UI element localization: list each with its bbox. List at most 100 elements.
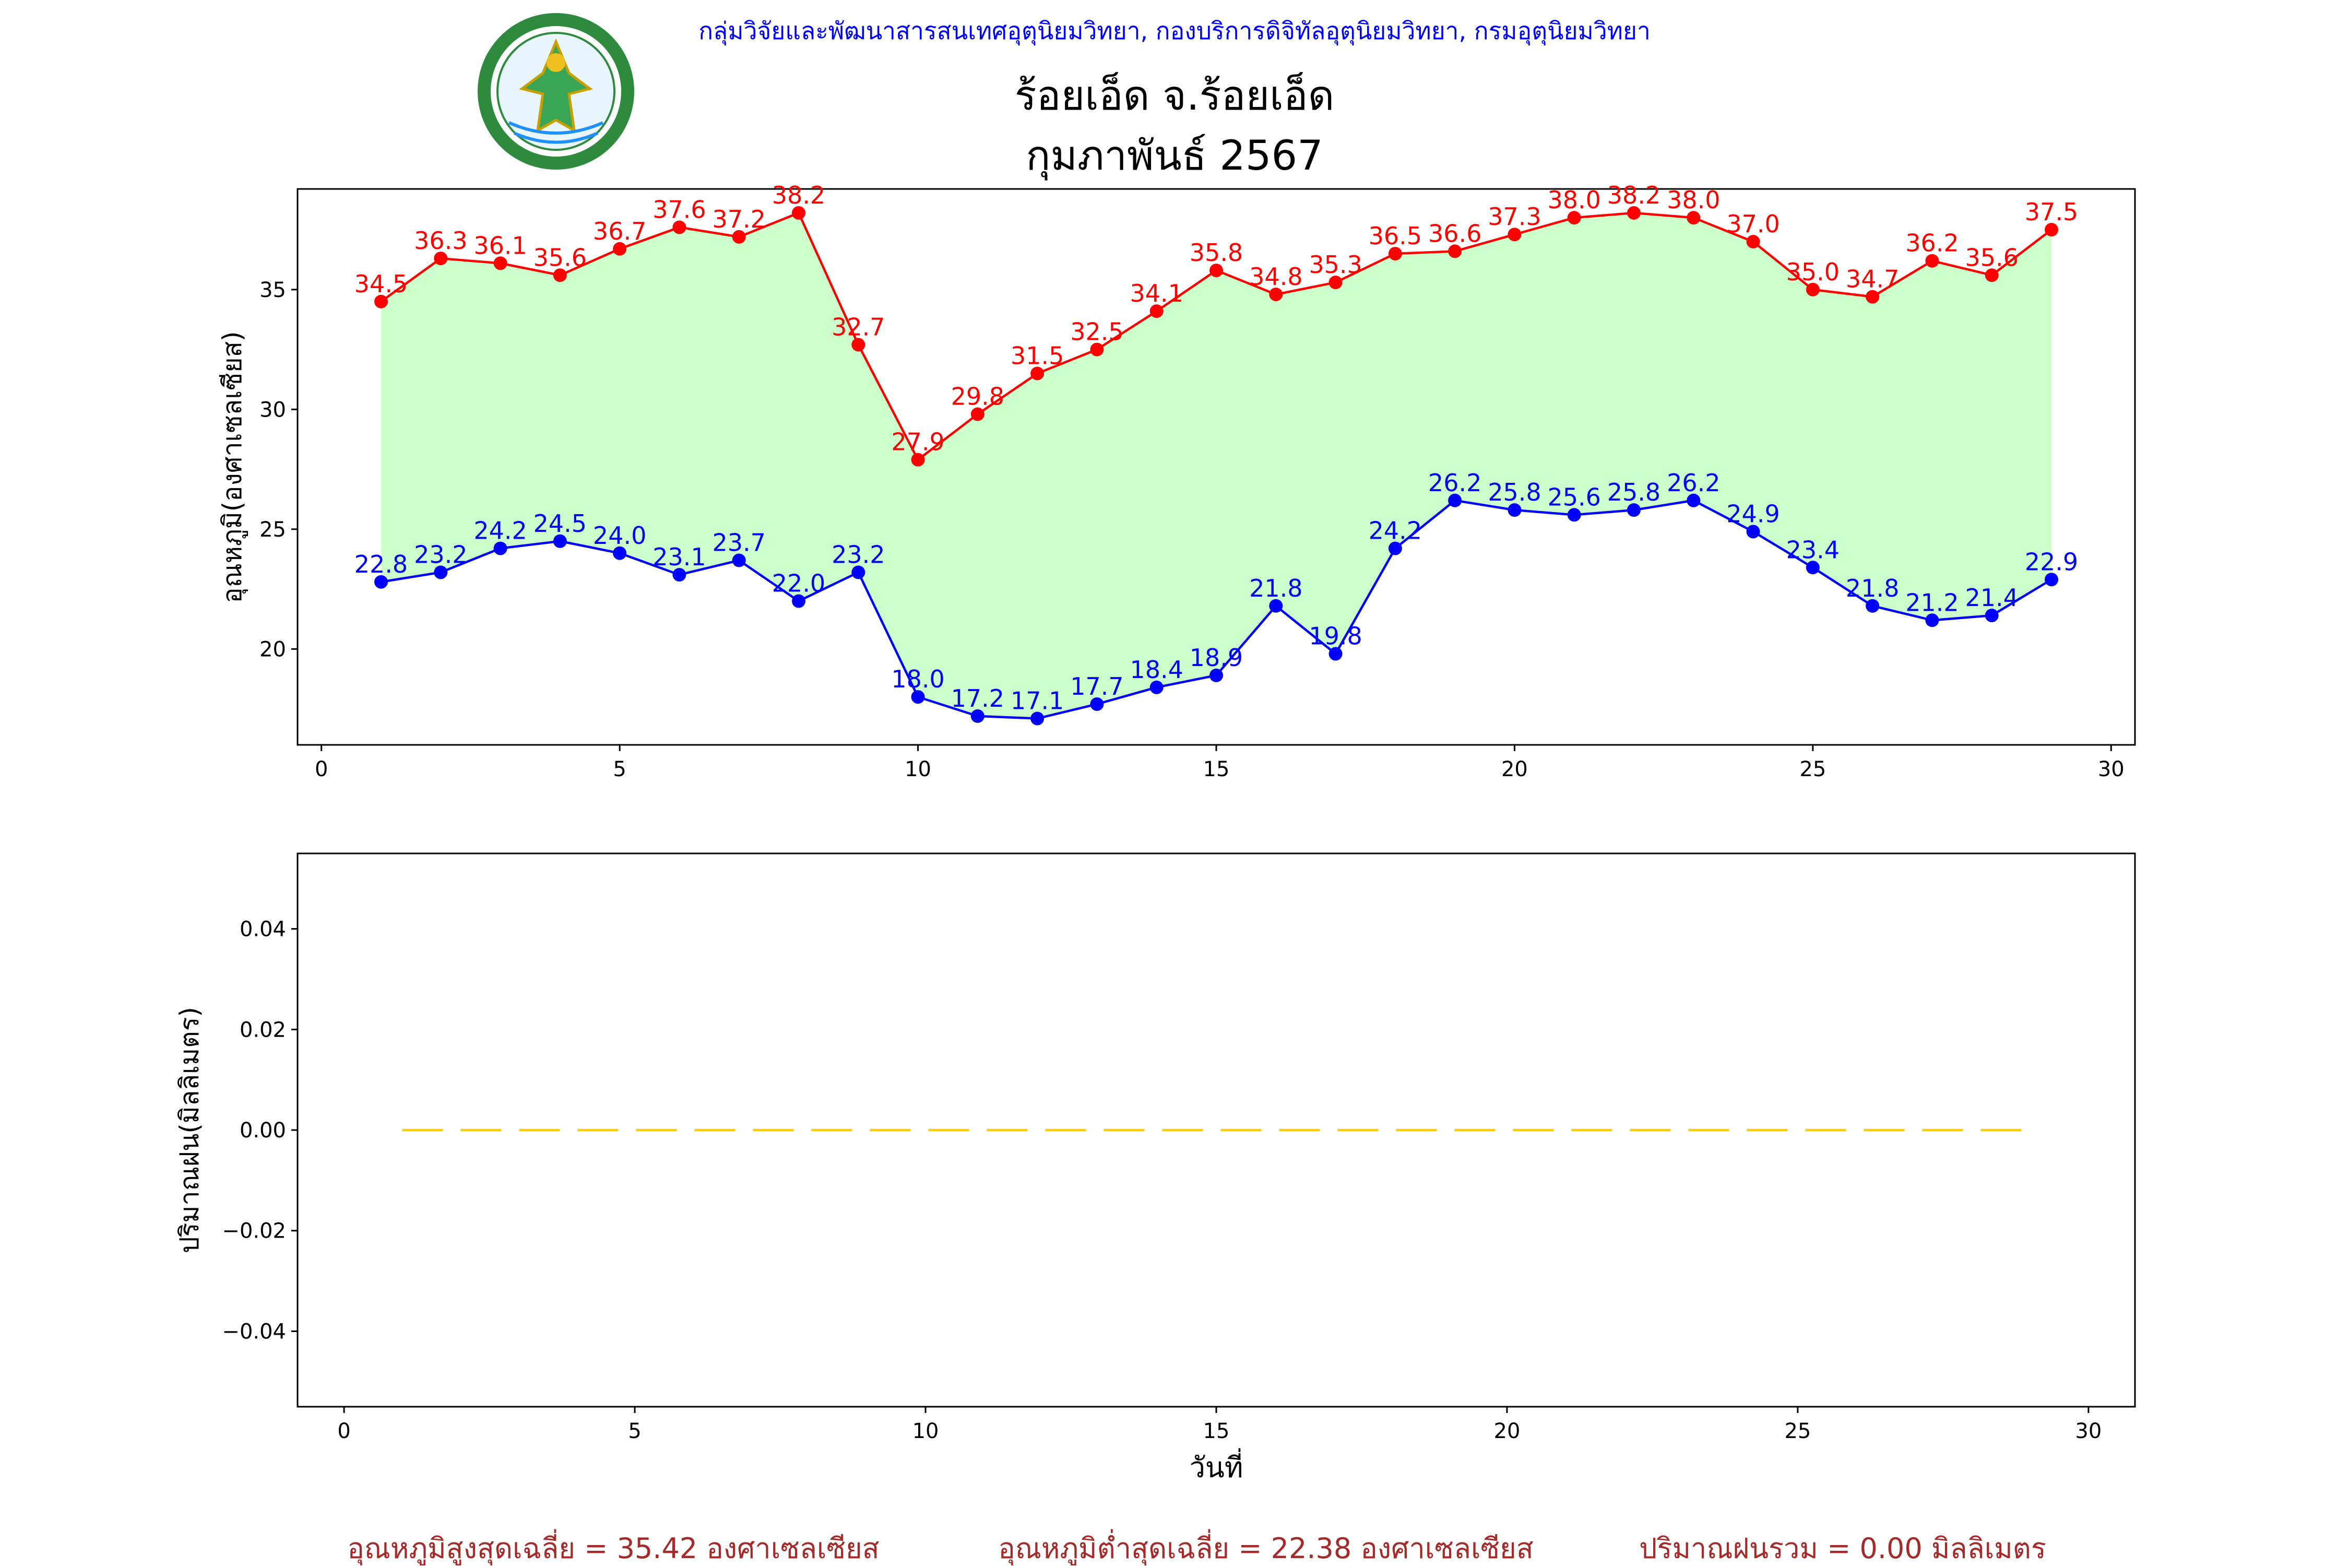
chart-title-line2: กุมภาพันธ์ 2567 — [1026, 133, 1323, 181]
min-temperature-data-label: 23.2 — [832, 540, 885, 568]
min-temperature-data-label: 19.8 — [1309, 622, 1362, 650]
max-temperature-data-label: 34.8 — [1249, 263, 1302, 291]
y-tick-label: 0.04 — [240, 918, 286, 942]
min-temperature-data-label: 18.9 — [1190, 644, 1243, 672]
max-temperature-point — [613, 242, 627, 256]
max-temperature-point — [374, 294, 388, 308]
min-temperature-point — [1925, 613, 1939, 627]
min-temperature-data-label: 23.2 — [414, 540, 467, 568]
min-temperature-data-label: 17.1 — [1011, 687, 1064, 715]
max-temperature-point — [1209, 264, 1223, 278]
y-tick-label: 35 — [259, 278, 286, 302]
min-temperature-point — [493, 541, 507, 555]
average-min-temperature: อุณหภูมิต่ำสุดเฉลี่ย = 22.38 องศาเซลเซีย… — [998, 1529, 1533, 1566]
temperature-points: 34.5 22.8 36.3 23.2 36.1 24.2 35.6 24.5 36.7 24.0… — [354, 181, 2078, 726]
min-temperature-point — [1149, 680, 1164, 694]
min-temperature-data-label: 24.2 — [473, 517, 527, 545]
min-temperature-data-label: 18.4 — [1130, 656, 1183, 684]
max-temperature-data-label: 36.3 — [414, 227, 467, 255]
max-temperature-data-label: 34.7 — [1846, 265, 1899, 293]
min-temperature-point — [1687, 493, 1701, 507]
max-temperature-point — [1687, 211, 1701, 225]
rainfall-chart: 0 5 10 15 20 25 30 −0.04 −0.02 0.00 0.02 0.04 ปริมา… — [174, 852, 2136, 1484]
max-temperature-data-label: 31.5 — [1011, 341, 1064, 370]
max-temperature-data-label: 34.5 — [354, 270, 408, 298]
max-temperature-data-label: 36.7 — [593, 217, 646, 245]
min-temperature-data-label: 18.0 — [891, 665, 944, 693]
min-temperature-point — [1328, 647, 1343, 661]
rainfall-y-axis-label: ปริมาณฝน(มิลลิเมตร) — [174, 1007, 205, 1253]
max-temperature-data-label: 34.1 — [1130, 279, 1183, 307]
temperature-y-axis-label: อุณหภูมิ(องศาเซลเซียส) — [217, 331, 248, 603]
max-temperature-data-label: 37.2 — [713, 205, 766, 233]
max-temperature-data-label: 29.8 — [951, 383, 1004, 411]
min-temperature-point — [1627, 503, 1641, 517]
max-temperature-point — [1149, 304, 1164, 318]
max-temperature-data-label: 32.5 — [1070, 318, 1123, 346]
x-tick-label: 20 — [1494, 1419, 1521, 1443]
meteorological-department-logo — [478, 13, 634, 170]
max-temperature-data-label: 38.2 — [1607, 181, 1660, 209]
min-temperature-point — [613, 546, 627, 560]
min-temperature-data-label: 24.0 — [593, 521, 646, 550]
x-tick-label: 20 — [1501, 757, 1528, 781]
y-tick-label: 0.00 — [240, 1119, 286, 1143]
min-temperature-point — [1269, 599, 1283, 613]
max-temperature-point — [1388, 246, 1402, 260]
min-temperature-point — [374, 575, 388, 589]
min-temperature-data-label: 25.6 — [1548, 483, 1601, 511]
max-temperature-data-label: 38.0 — [1667, 186, 1720, 214]
max-temperature-data-label: 37.6 — [652, 195, 706, 223]
max-temperature-data-label: 35.0 — [1786, 258, 1840, 286]
min-temperature-point — [1806, 561, 1820, 575]
min-temperature-data-label: 25.8 — [1607, 478, 1660, 506]
min-temperature-data-label: 25.8 — [1488, 478, 1541, 506]
max-temperature-data-label: 27.9 — [891, 428, 944, 456]
max-temperature-point — [1328, 276, 1343, 290]
min-temperature-point — [732, 553, 746, 567]
min-temperature-data-label: 22.0 — [772, 569, 825, 598]
x-tick-label: 5 — [628, 1419, 641, 1443]
rainfall-axis-ticks: 0 5 10 15 20 25 30 −0.04 −0.02 0.00 0.02 0.04 — [222, 918, 2102, 1443]
header-subtitle: กลุ่มวิจัยและพัฒนาสารสนเทศอุตุนิยมวิทยา,… — [698, 17, 1651, 46]
x-tick-label: 30 — [2075, 1419, 2102, 1443]
total-rainfall: ปริมาณฝนรวม = 0.00 มิลลิเมตร — [1639, 1532, 2046, 1565]
max-temperature-point — [1269, 287, 1283, 301]
min-temperature-point — [434, 565, 448, 579]
x-tick-label: 25 — [1799, 757, 1826, 781]
max-temperature-point — [553, 268, 567, 282]
min-temperature-data-label: 21.4 — [1965, 584, 2019, 612]
max-temperature-point — [732, 230, 746, 244]
max-temperature-point — [2045, 223, 2058, 237]
chart-title-line1: ร้อยเอ็ด จ.ร้อยเอ็ด — [1015, 72, 1335, 120]
min-temperature-point — [553, 534, 567, 548]
x-tick-label: 30 — [2098, 757, 2125, 781]
max-temperature-point — [1985, 268, 1999, 282]
x-tick-label: 5 — [613, 757, 626, 781]
min-temperature-data-label: 22.9 — [2025, 548, 2078, 576]
max-temperature-data-label: 36.5 — [1369, 222, 1422, 250]
min-temperature-data-label: 26.2 — [1667, 469, 1720, 497]
max-temperature-data-label: 35.3 — [1309, 251, 1362, 279]
min-temperature-data-label: 22.8 — [354, 550, 408, 578]
x-tick-label: 0 — [337, 1419, 350, 1443]
min-temperature-data-label: 23.4 — [1786, 536, 1840, 564]
min-temperature-point — [911, 690, 925, 704]
min-temperature-data-label: 24.2 — [1369, 517, 1422, 545]
max-temperature-point — [434, 252, 448, 266]
max-temperature-point — [1866, 290, 1880, 304]
min-temperature-data-label: 21.8 — [1249, 574, 1302, 602]
min-temperature-point — [1209, 668, 1223, 682]
min-temperature-point — [1508, 503, 1522, 517]
average-max-temperature: อุณหภูมิสูงสุดเฉลี่ย = 35.42 องศาเซลเซีย… — [347, 1529, 879, 1566]
max-temperature-point — [1567, 211, 1581, 225]
max-temperature-point — [1448, 244, 1462, 258]
max-temperature-point — [970, 407, 984, 421]
max-temperature-point — [1925, 254, 1939, 268]
temperature-range-fill — [381, 212, 2051, 719]
min-temperature-point — [1567, 508, 1581, 522]
max-temperature-data-label: 38.2 — [772, 181, 825, 209]
y-tick-label: 0.02 — [240, 1018, 286, 1042]
max-temperature-point — [851, 338, 865, 352]
max-temperature-data-label: 37.0 — [1726, 210, 1779, 238]
